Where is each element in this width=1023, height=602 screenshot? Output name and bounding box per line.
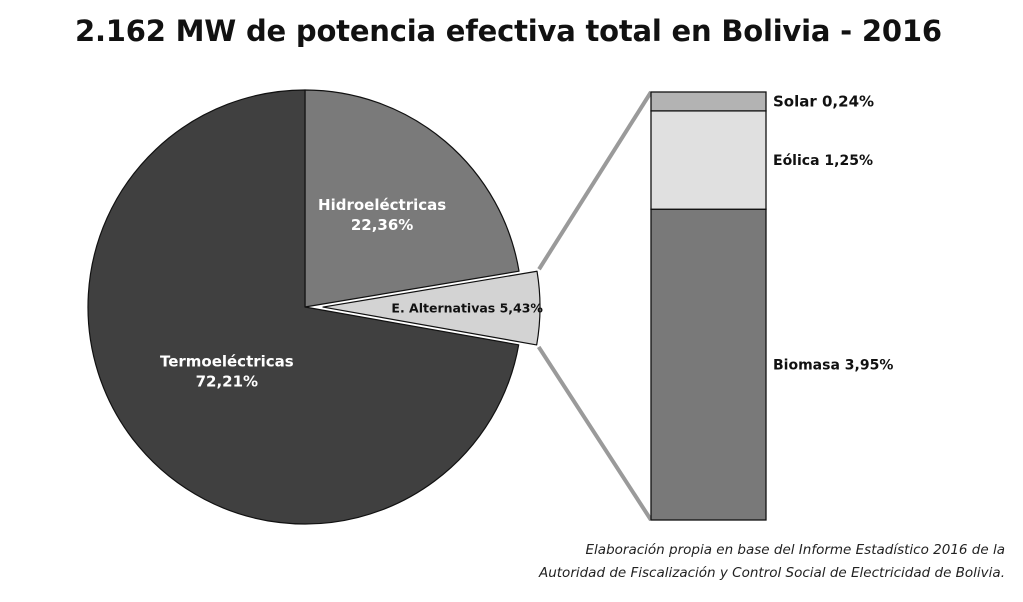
source-note-line-2: Autoridad de Fiscalización y Control Soc…: [538, 565, 1005, 581]
source-note-line-1: Elaboración propia en base del Informe E…: [585, 542, 1005, 558]
bar-label-eolica-1-25: Eólica 1,25%: [773, 153, 873, 169]
bar-label-biomasa-3-95: Biomasa 3,95%: [773, 358, 893, 374]
bar-segment-eolica-1-25: [650, 110, 767, 210]
bar-label-solar-0-24: Solar 0,24%: [773, 92, 874, 110]
pie-slice-e-alternativas-5-43: [322, 270, 541, 346]
bar-segment-biomasa-3-95: [650, 208, 767, 521]
connector-lines: [536, 90, 653, 522]
pie-slice-termoelectricas: [87, 89, 520, 525]
pie-chart: Hidroeléctricas 22,36% E. Alternativas 5,4…: [87, 89, 543, 525]
pie-label-e-alternativas-5-43: E. Alternativas 5,43%: [391, 301, 543, 316]
pie-slice-hidroelectricas: [304, 89, 520, 308]
pie-label-termoelectricas: Termoeléctricas: [160, 353, 294, 371]
connector-line-bottom: [536, 345, 653, 522]
chart-title: 2.162 MW de potencia efectiva total en B…: [75, 14, 942, 48]
pie-value-termoelectricas: 72,21%: [196, 373, 258, 391]
connector-line-top: [537, 90, 653, 271]
breakdown-bar: Biomasa 3,95% Eólica 1,25% Solar 0,24%: [650, 91, 893, 521]
pie-label-hidroelectricas: Hidroeléctricas: [318, 196, 446, 214]
bar-segment-solar-0-24: [650, 91, 767, 112]
pie-value-hidroelectricas: 22,36%: [351, 216, 413, 234]
